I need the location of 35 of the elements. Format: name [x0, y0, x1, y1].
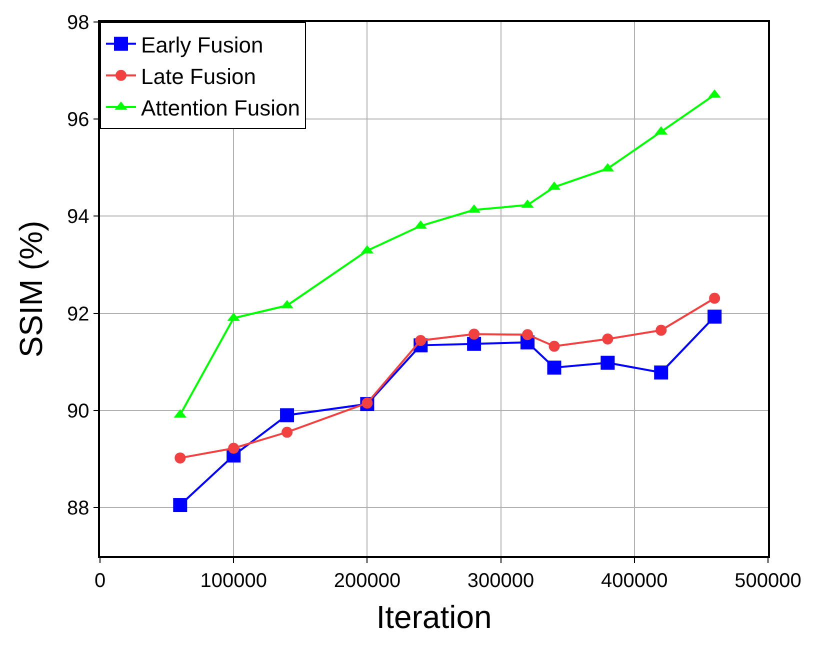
x-tick-label: 100000	[200, 570, 267, 592]
point	[709, 292, 720, 304]
point	[548, 340, 560, 352]
y-tick-label: 88	[67, 497, 90, 520]
legend-label: Attention Fusion	[141, 96, 300, 121]
point	[282, 426, 293, 438]
x-tick-label: 400000	[601, 570, 668, 592]
x-tick-label: 300000	[467, 570, 534, 592]
point	[522, 329, 534, 340]
y-tick-label: 92	[67, 303, 90, 326]
legend-label: Early Fusion	[141, 32, 264, 58]
y-axis-title: SSIM (%)	[12, 220, 49, 358]
point	[173, 498, 188, 512]
point	[280, 408, 294, 422]
y-tick-label: 94	[67, 206, 90, 228]
x-tick-label: 500000	[734, 570, 802, 592]
point	[468, 328, 480, 340]
point	[362, 398, 373, 409]
legend-label: Late Fusion	[141, 64, 256, 89]
point	[547, 360, 562, 375]
point	[600, 356, 615, 370]
y-tick-label: 90	[67, 400, 90, 422]
y-tick-label: 98	[67, 12, 90, 34]
point	[228, 442, 240, 454]
x-tick-label: 200000	[334, 570, 401, 592]
point	[602, 334, 614, 344]
y-tick-label: 96	[67, 109, 90, 132]
point	[656, 324, 667, 336]
point	[174, 452, 186, 464]
point	[708, 310, 722, 324]
point	[415, 334, 426, 346]
point	[467, 336, 482, 351]
x-axis-title: Iteration	[376, 599, 492, 636]
point	[654, 366, 668, 380]
x-tick-label: 0	[94, 570, 106, 592]
